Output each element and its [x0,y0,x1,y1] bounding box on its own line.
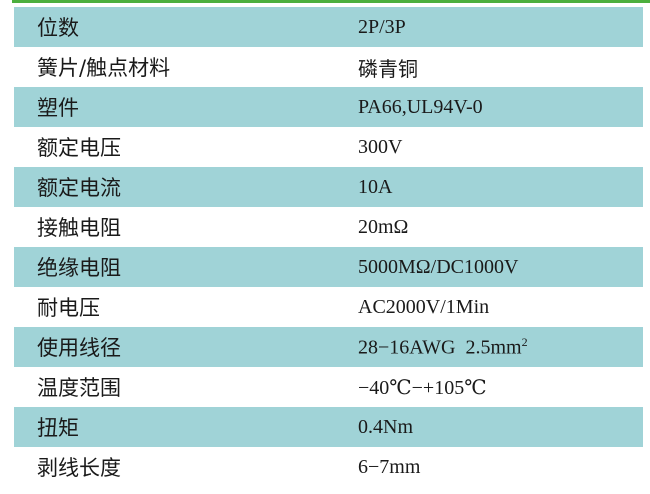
table-row: 耐电压 AC2000V/1Min [14,287,643,327]
table-row: 使用线径 28−16AWG 2.5mm2 [14,327,643,367]
spec-value-text: 300V [358,135,403,158]
spec-value: 5000MΩ/DC1000V [358,256,518,279]
table-row: 额定电流 10A [14,167,643,207]
spec-table: 位数 2P/3P 簧片/触点材料 磷青铜 塑件 PA66,UL94V-0 额定电压 300V 额… [14,7,643,487]
spec-value: 28−16AWG 2.5mm2 [358,335,528,360]
spec-value-text: 6−7mm [358,455,421,478]
table-row: 接触电阻 20mΩ [14,207,643,247]
spec-label: 绝缘电阻 [37,256,121,280]
table-row: 剥线长度 6−7mm [14,447,643,487]
spec-label: 使用线径 [37,336,121,360]
spec-label: 簧片/触点材料 [37,56,171,80]
table-row: 绝缘电阻 5000MΩ/DC1000V [14,247,643,287]
spec-value-text: 5000MΩ/DC1000V [358,255,519,278]
table-row: 额定电压 300V [14,127,643,167]
spec-value: 6−7mm [358,456,420,479]
table-row: 扭矩 0.4Nm [14,407,643,447]
spec-label: 额定电压 [37,136,121,160]
spec-label: 塑件 [37,96,79,120]
superscript: 2 [521,334,528,349]
table-row: 簧片/触点材料 磷青铜 [14,47,643,87]
spec-value: 磷青铜 [358,53,418,82]
spec-value-text: 28−16AWG 2.5mm [358,336,522,359]
spec-value-text: −40℃−+105℃ [358,376,487,399]
table-row: 塑件 PA66,UL94V-0 [14,87,643,127]
table-row: 位数 2P/3P [14,7,643,47]
spec-value: 10A [358,176,392,199]
spec-value-text: PA66,UL94V-0 [358,95,483,118]
spec-value: 20mΩ [358,216,408,239]
spec-value-text: AC2000V/1Min [358,295,490,318]
spec-label: 温度范围 [37,376,121,400]
table-row: 温度范围 −40℃−+105℃ [14,367,643,407]
spec-value: AC2000V/1Min [358,296,489,319]
accent-line [12,0,650,3]
spec-value-text: 磷青铜 [358,58,418,81]
spec-value-text: 10A [358,175,393,198]
spec-label: 剥线长度 [37,456,121,480]
spec-value: 2P/3P [358,16,406,39]
spec-label: 额定电流 [37,176,121,200]
spec-value-text: 20mΩ [358,215,409,238]
spec-value: 300V [358,136,402,159]
spec-value-text: 2P/3P [358,15,406,38]
spec-value: −40℃−+105℃ [358,375,487,400]
spec-value-text: 0.4Nm [358,415,413,438]
spec-label: 接触电阻 [37,216,121,240]
spec-value: 0.4Nm [358,416,413,439]
spec-label: 耐电压 [37,296,100,320]
spec-label: 扭矩 [37,416,79,440]
spec-value: PA66,UL94V-0 [358,96,483,119]
spec-label: 位数 [37,16,79,40]
